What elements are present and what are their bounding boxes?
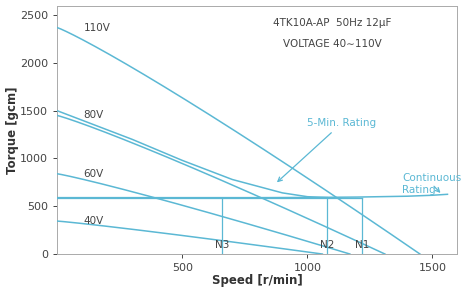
Text: N1: N1 <box>355 240 370 250</box>
Text: 4TK10A-AP  50Hz 12μF: 4TK10A-AP 50Hz 12μF <box>273 18 392 28</box>
Text: 80V: 80V <box>84 110 104 120</box>
X-axis label: Speed [r/min]: Speed [r/min] <box>212 275 303 287</box>
Text: 5-Min. Rating: 5-Min. Rating <box>278 118 377 181</box>
Text: N2: N2 <box>320 240 335 250</box>
Text: VOLTAGE 40∼110V: VOLTAGE 40∼110V <box>283 39 382 49</box>
Y-axis label: Torque [gcm]: Torque [gcm] <box>6 86 18 173</box>
Text: 40V: 40V <box>84 216 104 226</box>
Text: Continuous
Rating: Continuous Rating <box>403 173 462 195</box>
Text: N3: N3 <box>215 240 229 250</box>
Text: 60V: 60V <box>84 169 104 179</box>
Text: 110V: 110V <box>84 23 110 33</box>
